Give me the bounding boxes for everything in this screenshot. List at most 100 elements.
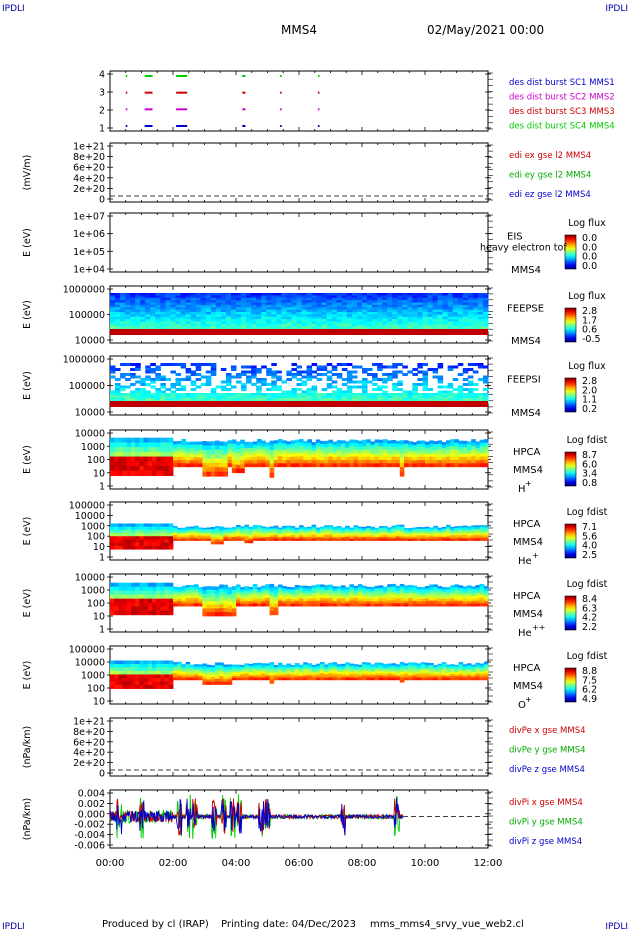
spectrogram-cell <box>483 536 489 540</box>
spectrogram-cell <box>441 457 447 462</box>
spectrogram-cell <box>362 538 367 541</box>
spectrogram-cell <box>483 525 489 529</box>
spectrogram-cell <box>446 591 451 595</box>
spectrogram-cell <box>195 302 202 306</box>
spectrogram-cell <box>367 302 373 306</box>
spectrogram-cell <box>236 293 242 296</box>
spectrogram-cell <box>190 383 197 386</box>
spectrogram-cell <box>395 593 401 597</box>
spectrogram-cell <box>223 458 228 464</box>
spectrogram-cell <box>168 582 174 588</box>
spectrogram-cell <box>353 446 359 451</box>
spectrogram-cell <box>276 321 282 325</box>
spectrogram-cell <box>429 450 434 455</box>
spectrogram-cell <box>392 323 398 327</box>
spectrogram-cell <box>427 316 434 320</box>
spectrogram-cell <box>311 603 317 607</box>
spectrogram-cell <box>467 585 472 589</box>
spectrogram-cell <box>210 368 217 371</box>
spectrogram-cell <box>115 398 121 401</box>
burst-interval-mark <box>242 75 246 77</box>
spectrogram-cell <box>278 592 283 596</box>
spectrogram-cell <box>417 323 423 327</box>
spectrogram-cell <box>336 446 342 451</box>
spectrogram-cell <box>160 523 165 528</box>
spectrogram-cell <box>286 601 291 605</box>
spectrogram-cell <box>110 323 116 327</box>
spectrogram-cell <box>110 542 115 547</box>
spectrogram-cell <box>135 526 140 531</box>
spectrogram-cell <box>341 440 346 445</box>
spectrogram-cell <box>185 314 192 318</box>
spectrogram-cell <box>458 525 464 529</box>
spectrogram-cell <box>306 304 313 308</box>
spectrogram-cell <box>266 395 272 399</box>
spectrogram-cell <box>458 538 464 541</box>
spectrogram-cell <box>382 365 388 369</box>
spectrogram-cell <box>482 297 489 301</box>
spectrogram-cell <box>402 302 408 306</box>
spectrogram-cell <box>370 530 375 533</box>
spectrogram-cell <box>345 594 350 598</box>
colorbar-title: Log fdist <box>567 651 608 662</box>
spectrogram-cell <box>427 326 434 330</box>
spectrogram-cell <box>420 536 426 540</box>
spectrogram-cell <box>173 463 178 468</box>
spectrogram-cell <box>135 536 140 541</box>
spectrogram-cell <box>282 446 287 451</box>
spectrogram-cell <box>170 309 177 313</box>
spectrogram-cell <box>150 300 156 303</box>
spectrogram-cell <box>482 365 489 369</box>
spectrogram-cell <box>278 459 283 464</box>
spectrogram-cell <box>336 304 343 308</box>
spectrogram-cell <box>328 456 333 461</box>
spectrogram-cell <box>131 542 136 547</box>
spectrogram-cell <box>366 591 371 595</box>
spectrogram-cell <box>475 532 480 536</box>
spectrogram-cell <box>139 598 144 604</box>
spectrogram-cell <box>115 300 121 303</box>
spectrogram-cell <box>122 606 128 612</box>
spectrogram-cell <box>135 529 140 534</box>
spectrogram-cell <box>336 529 342 532</box>
spectrogram-cell <box>152 582 157 588</box>
spectrogram-cell <box>185 300 192 303</box>
spectrogram-cell <box>195 307 202 311</box>
spectrogram-cell <box>165 297 171 301</box>
spectrogram-cell <box>152 442 157 448</box>
spectrogram-cell <box>366 463 371 468</box>
spectrogram-cell <box>433 603 438 607</box>
spectrogram-cell <box>278 595 283 599</box>
spectrogram-cell <box>140 383 146 386</box>
spectrogram-cell <box>122 545 128 550</box>
spectrogram-cell <box>248 457 254 461</box>
spectrogram-cell <box>441 603 447 607</box>
spectrogram-cell <box>168 465 174 472</box>
spectrogram-cell <box>223 596 228 601</box>
colorbar <box>564 523 577 559</box>
spectrogram-cell <box>244 526 249 530</box>
spectrogram-cell <box>110 465 115 472</box>
spectrogram-cell <box>346 312 353 315</box>
spectrogram-cell <box>336 586 342 590</box>
spectrogram-cell <box>126 542 132 547</box>
spectrogram-cell <box>261 456 266 461</box>
spectrogram-cell <box>276 395 282 399</box>
spectrogram-cell <box>140 297 146 301</box>
spectrogram-cell <box>244 600 249 605</box>
spectrogram-cell <box>210 365 217 369</box>
colorbar-tick-label: 4.2 <box>582 613 597 624</box>
spectrogram-cell <box>155 300 161 303</box>
spectrogram-cell <box>391 456 396 461</box>
spectrogram-cell <box>407 297 413 301</box>
spectrogram-cell <box>441 448 447 452</box>
spectrogram-cell <box>362 312 368 315</box>
spectrogram-cell <box>115 321 121 325</box>
spectrogram-cell <box>164 526 170 531</box>
spectrogram-cell <box>241 293 247 296</box>
spectrogram-cell <box>462 388 469 391</box>
spectrogram-cell <box>482 321 489 325</box>
spectrogram-cell <box>189 592 195 597</box>
spectrogram-cell <box>387 592 392 596</box>
spectrogram-cell <box>467 398 474 401</box>
